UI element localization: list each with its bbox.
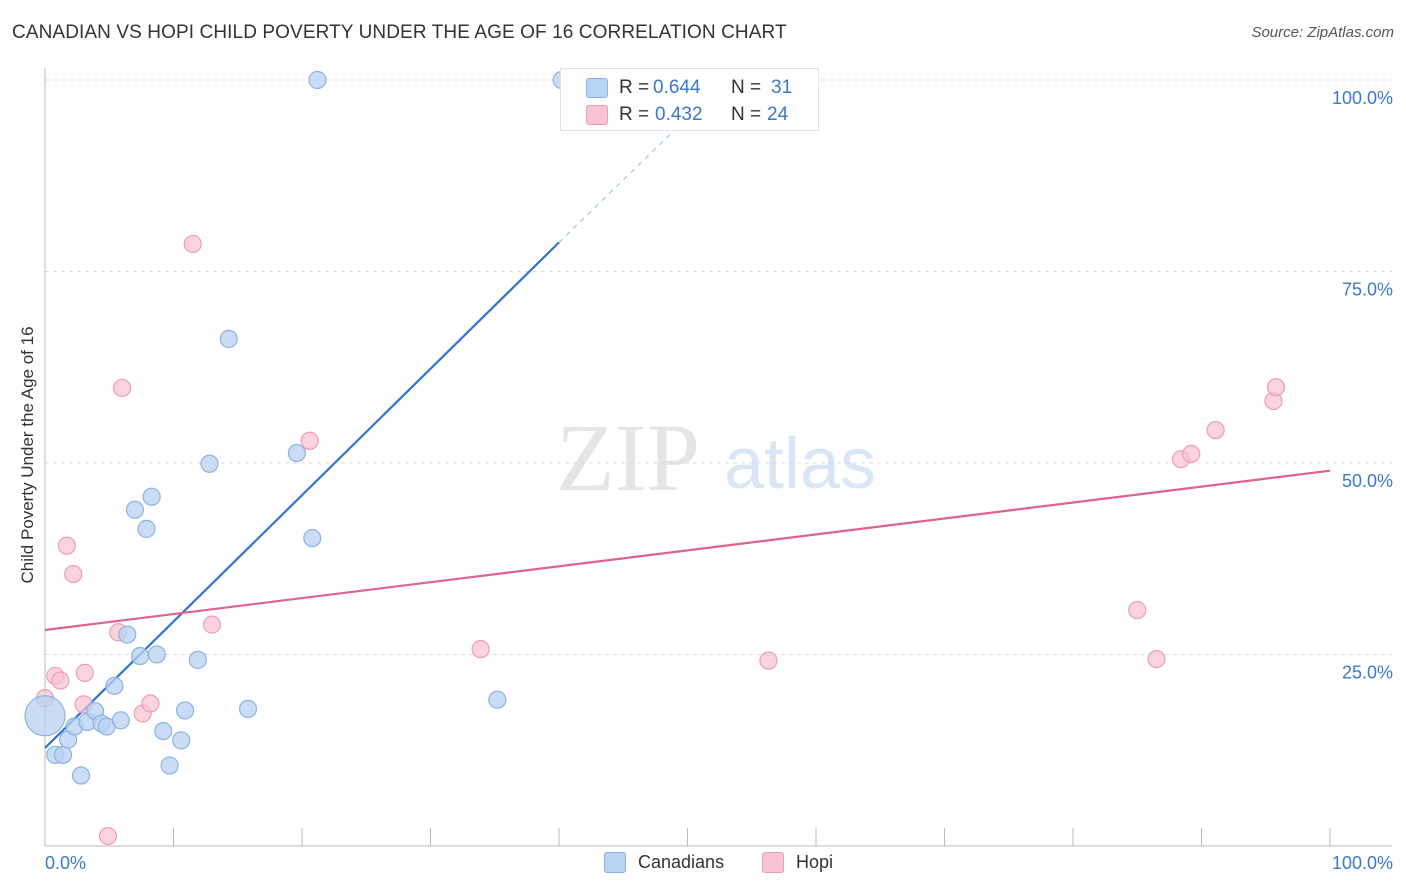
legend-n-label: N =	[731, 76, 762, 98]
data-point-hopi	[141, 694, 160, 713]
legend-swatch-canadians	[586, 77, 608, 98]
data-point-canadians	[172, 731, 191, 750]
bottom-legend-label-canadians: Canadians	[638, 852, 725, 872]
x-tick-label: 100.0%	[1332, 853, 1393, 873]
bottom-legend-swatch-canadians	[604, 852, 626, 873]
data-point-hopi	[64, 564, 83, 584]
legend-n-value: 31	[771, 76, 793, 98]
data-point-canadians	[105, 676, 124, 696]
data-point-canadians	[154, 721, 173, 741]
data-point-canadians	[71, 766, 91, 785]
legend-r-label: R =	[619, 103, 650, 125]
data-point-canadians	[137, 519, 156, 538]
legend: R = 0.644 N = 31 R = 0.432 N = 24	[560, 68, 819, 131]
data-point-canadians	[160, 756, 179, 775]
data-point-hopi	[57, 536, 76, 555]
legend-r-label: R =	[619, 76, 650, 98]
x-tick-label: 0.0%	[45, 853, 86, 873]
source-label: Source: ZipAtlas.com	[1251, 24, 1394, 41]
data-point-canadians	[118, 625, 137, 644]
y-tick-label: 75.0%	[1342, 280, 1393, 300]
data-point-canadians	[130, 646, 150, 666]
data-point-hopi	[51, 671, 70, 690]
data-point-canadians	[175, 701, 195, 720]
data-point-canadians	[287, 443, 306, 463]
data-point-hopi	[759, 651, 778, 670]
watermark: ZIP atlas	[556, 404, 876, 511]
bottom-legend-swatch-hopi	[762, 852, 784, 873]
data-point-canadians	[24, 695, 66, 737]
data-point-canadians	[308, 70, 327, 90]
data-point-hopi	[112, 378, 132, 398]
grid-lines	[45, 79, 1392, 655]
bottom-legend-label-hopi: Hopi	[796, 852, 834, 872]
data-point-hopi	[75, 663, 94, 682]
tick-labels: 100.0% 75.0% 50.0% 25.0% 0.0% 100.0%	[45, 88, 1393, 873]
legend-n-value: 24	[767, 103, 789, 125]
data-point-canadians	[238, 699, 258, 718]
data-points	[24, 70, 1286, 846]
data-point-canadians	[53, 745, 73, 764]
data-point-hopi	[1147, 649, 1166, 669]
trend-line-canadians	[44, 241, 560, 749]
data-point-hopi	[183, 234, 202, 254]
data-point-canadians	[303, 528, 322, 548]
chart-title: CANADIAN VS HOPI CHILD POVERTY UNDER THE…	[12, 22, 787, 43]
data-point-hopi	[1128, 600, 1147, 620]
watermark-zip: ZIP	[556, 404, 700, 511]
watermark-atlas: atlas	[724, 424, 876, 504]
data-point-hopi	[1266, 378, 1286, 397]
legend-r-value: 0.644	[653, 76, 701, 98]
y-tick-label: 100.0%	[1332, 88, 1393, 108]
data-point-canadians	[200, 454, 219, 473]
data-point-hopi	[202, 615, 222, 634]
data-point-canadians	[142, 487, 161, 506]
y-tick-label: 25.0%	[1342, 663, 1393, 683]
bottom-legend-hopi: Hopi	[762, 852, 833, 873]
data-point-canadians	[219, 329, 238, 349]
legend-swatch-hopi	[586, 104, 608, 125]
data-point-canadians	[488, 690, 507, 709]
legend-r-value: 0.432	[655, 103, 703, 125]
data-point-canadians	[147, 645, 166, 664]
data-point-hopi	[300, 431, 319, 450]
data-point-hopi	[1182, 444, 1201, 463]
legend-n-label: N =	[731, 103, 762, 125]
data-point-hopi	[471, 640, 490, 659]
bottom-legend-canadians: Canadians	[604, 852, 724, 873]
y-tick-label: 50.0%	[1342, 471, 1393, 491]
data-point-hopi	[1206, 420, 1225, 440]
data-point-canadians	[188, 650, 208, 669]
data-point-hopi	[98, 826, 118, 846]
trend-line-hopi	[44, 469, 1331, 632]
data-point-canadians	[111, 711, 130, 730]
data-point-canadians	[125, 500, 145, 519]
